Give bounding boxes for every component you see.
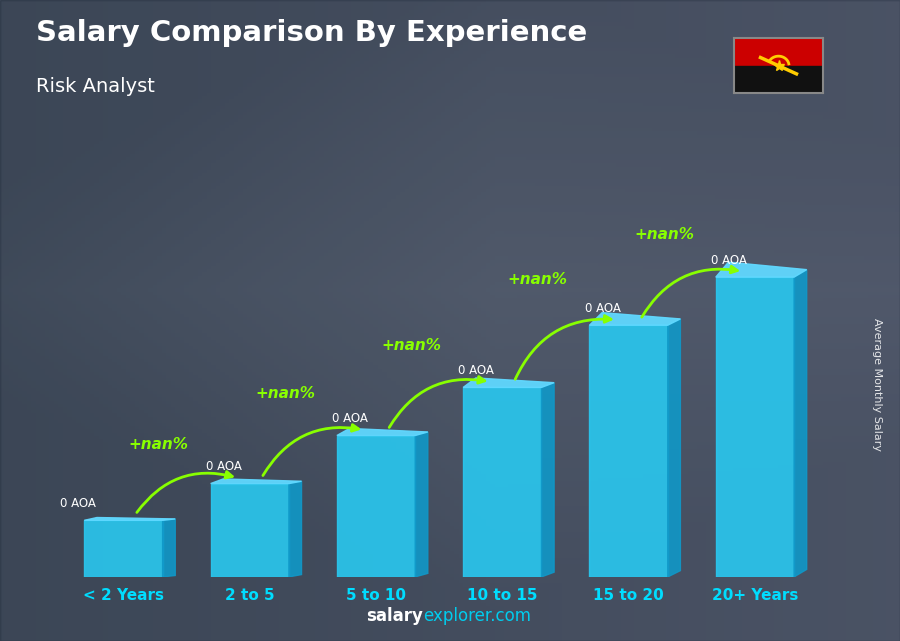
Text: 0 AOA: 0 AOA bbox=[458, 364, 494, 378]
Text: 0 AOA: 0 AOA bbox=[332, 412, 368, 426]
Text: Risk Analyst: Risk Analyst bbox=[36, 77, 155, 96]
Text: Average Monthly Salary: Average Monthly Salary bbox=[872, 318, 883, 451]
Polygon shape bbox=[590, 313, 680, 325]
Polygon shape bbox=[464, 387, 542, 577]
Text: +nan%: +nan% bbox=[508, 272, 568, 287]
Polygon shape bbox=[211, 479, 302, 483]
Polygon shape bbox=[415, 432, 428, 577]
Polygon shape bbox=[289, 481, 302, 577]
Polygon shape bbox=[337, 428, 428, 435]
Text: 0 AOA: 0 AOA bbox=[60, 497, 96, 510]
Polygon shape bbox=[542, 383, 554, 577]
Text: explorer.com: explorer.com bbox=[423, 607, 531, 625]
Polygon shape bbox=[668, 319, 680, 577]
Polygon shape bbox=[464, 378, 554, 387]
Polygon shape bbox=[794, 270, 806, 577]
Text: 0 AOA: 0 AOA bbox=[711, 254, 747, 267]
Polygon shape bbox=[85, 520, 163, 577]
Polygon shape bbox=[85, 517, 176, 520]
Text: +nan%: +nan% bbox=[382, 338, 441, 353]
Bar bbox=[734, 38, 824, 66]
Text: +nan%: +nan% bbox=[255, 386, 315, 401]
Polygon shape bbox=[163, 519, 176, 577]
Polygon shape bbox=[590, 325, 668, 577]
Text: salary: salary bbox=[366, 607, 423, 625]
Bar bbox=[734, 66, 824, 93]
Polygon shape bbox=[211, 483, 289, 577]
Text: 0 AOA: 0 AOA bbox=[206, 460, 241, 474]
Polygon shape bbox=[337, 435, 415, 577]
Text: +nan%: +nan% bbox=[129, 437, 189, 452]
Text: +nan%: +nan% bbox=[634, 228, 694, 242]
Text: Salary Comparison By Experience: Salary Comparison By Experience bbox=[36, 19, 587, 47]
Polygon shape bbox=[716, 262, 806, 277]
Text: 0 AOA: 0 AOA bbox=[585, 302, 620, 315]
Polygon shape bbox=[716, 277, 794, 577]
